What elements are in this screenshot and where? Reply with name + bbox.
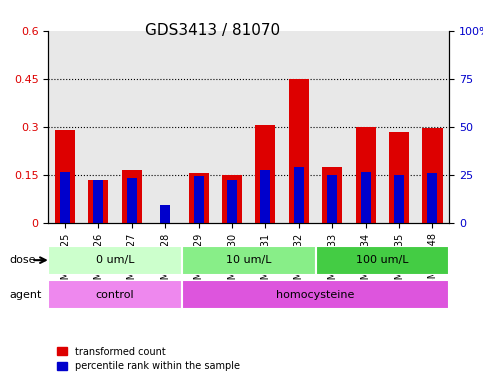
Bar [60, 172, 70, 223]
Text: dose: dose [10, 255, 36, 265]
Text: 0 um/L: 0 um/L [96, 255, 134, 265]
Bar [55, 130, 75, 223]
Bar [260, 170, 270, 223]
Bar [389, 132, 409, 223]
Bar [160, 205, 170, 223]
FancyBboxPatch shape [48, 246, 182, 275]
Bar [394, 175, 404, 223]
Bar [93, 180, 103, 223]
Text: control: control [96, 290, 134, 300]
Bar [88, 180, 109, 223]
Bar [189, 173, 209, 223]
Bar [294, 167, 304, 223]
FancyBboxPatch shape [48, 280, 182, 309]
Bar [423, 128, 442, 223]
Bar [194, 176, 204, 223]
Text: GDS3413 / 81070: GDS3413 / 81070 [145, 23, 280, 38]
Bar [222, 175, 242, 223]
Bar [322, 167, 342, 223]
Text: agent: agent [10, 290, 42, 300]
Bar [289, 79, 309, 223]
FancyBboxPatch shape [182, 246, 315, 275]
Bar [361, 172, 370, 223]
Text: homocysteine: homocysteine [276, 290, 355, 300]
FancyBboxPatch shape [182, 280, 449, 309]
Bar [427, 173, 438, 223]
Legend: transformed count, percentile rank within the sample: transformed count, percentile rank withi… [53, 343, 243, 375]
Bar [122, 170, 142, 223]
Bar [127, 178, 137, 223]
Bar [355, 127, 376, 223]
Text: 100 um/L: 100 um/L [356, 255, 409, 265]
FancyBboxPatch shape [315, 246, 449, 275]
Bar [256, 125, 275, 223]
Bar [227, 180, 237, 223]
Bar [327, 175, 337, 223]
Text: 10 um/L: 10 um/L [226, 255, 271, 265]
